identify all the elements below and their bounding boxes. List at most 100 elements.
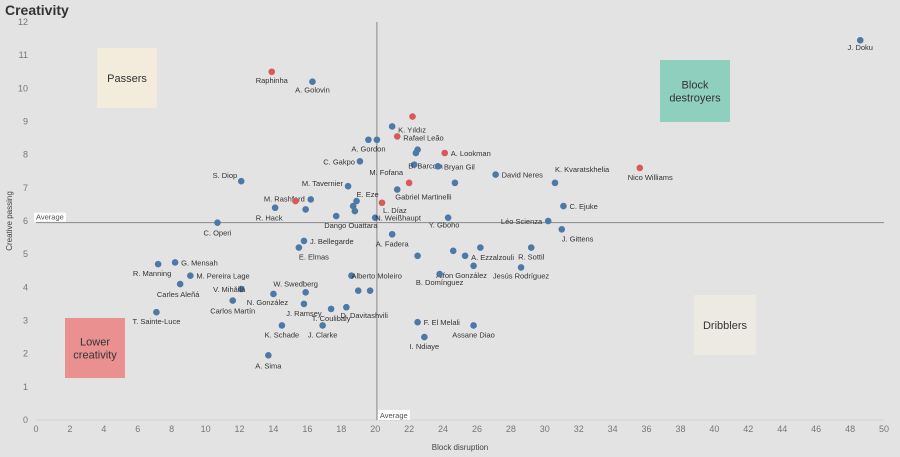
point-label: M. Tavernier [302,179,344,188]
point-label: N. Weißhaupt [375,214,422,223]
scatter-point [856,36,864,44]
dribblers-box [694,295,756,355]
scatter-point [409,113,416,120]
scatter-point [171,259,179,266]
x-tick-label: 46 [811,424,821,434]
point-label: I. Ndiaye [410,342,440,351]
scatter-point [351,207,359,215]
point-label: A. Gordon [351,145,385,154]
x-tick-label: 2 [67,424,72,434]
scatter-point [414,252,421,260]
scatter-point [470,322,477,329]
x-tick-label: 16 [302,424,312,434]
scatter-point [229,297,237,304]
y-tick-label: 5 [23,249,28,259]
y-average-label: Average [36,213,64,222]
x-tick-label: 24 [438,424,448,434]
x-tick-label: 0 [33,424,38,434]
point-label: E. Eze [357,190,379,199]
y-tick-label: 11 [19,50,28,60]
point-label: K. Schade [265,330,300,339]
scatter-point [477,244,484,251]
quadrant-label: creativity [73,350,117,362]
y-tick-label: 10 [18,83,28,93]
point-label: Alfon González [436,271,487,280]
scatter-point [153,308,160,316]
scatter-point [295,244,303,251]
point-label: Bryan Gil [444,162,475,171]
scatter-point [388,123,396,130]
scatter-point [449,247,457,255]
x-tick-label: 18 [336,424,346,434]
y-tick-label: 2 [23,349,28,359]
scatter-point [544,217,552,225]
scatter-point [187,272,194,280]
scatter-point [176,280,184,288]
scatter-point [441,149,449,157]
point-label: F. El Melali [424,318,461,327]
quadrant-label: Block [682,80,709,92]
x-tick-label: 42 [743,424,753,434]
x-tick-label: 26 [472,424,482,434]
point-label: L. Díaz [383,206,407,215]
scatter-point [237,177,245,185]
point-label: T. Sainte-Luce [132,317,180,326]
scatter-point [378,199,386,207]
y-tick-label: 8 [23,150,28,160]
point-label: B. Barcola [408,162,443,171]
scatter-point [527,244,535,251]
point-label: E. Elmas [299,253,329,262]
y-axis-title: Creative passing [5,191,14,251]
x-tick-label: 10 [201,424,211,434]
scatter-point [271,204,279,212]
scatter-point [343,303,350,311]
point-label: David Neres [502,171,544,180]
point-label: Nico Williams [628,173,673,182]
scatter-point [560,202,567,210]
y-tick-label: 7 [23,183,28,193]
y-tick-label: 9 [23,117,28,127]
point-label: Y. Gboho [429,221,460,230]
y-tick-label: 1 [23,382,28,392]
scatter-point [154,260,162,268]
scatter-point [332,212,340,220]
scatter-point [414,318,421,326]
x-tick-label: 28 [506,424,516,434]
point-label: N. González [247,298,289,307]
x-tick-label: 14 [268,424,278,434]
x-tick-label: 4 [101,424,106,434]
quadrant-label: Passers [107,73,147,85]
block-destroyers-box [660,60,730,122]
point-label: W. Swedberg [273,279,318,288]
scatter-point [349,202,357,210]
point-label: C. Operi [204,229,232,238]
point-label: A. Fadera [376,239,410,248]
scatter-point [373,136,381,144]
scatter-point [265,352,272,359]
point-label: C. Gakpo [323,157,355,166]
y-tick-label: 0 [23,415,28,425]
point-label: Jesús Rodríguez [493,271,550,280]
scatter-point [300,237,308,245]
scatter-point [214,219,221,226]
x-tick-label: 48 [845,424,855,434]
scatter-point [492,171,499,178]
scatter-point [551,179,559,187]
point-label: B. Domínguez [416,278,464,287]
y-average-label-bg [34,212,66,222]
x-average-label: Average [380,411,408,420]
x-tick-label: 34 [608,424,618,434]
scatter-point [348,272,355,280]
scatter-point [405,179,413,187]
scatter-point [366,287,374,294]
scatter-point [309,78,316,85]
scatter-point [517,264,525,271]
scatter-point [319,322,326,329]
y-tick-label: 4 [23,282,28,292]
point-label: C. Ejuke [569,202,597,211]
scatter-point [451,179,459,187]
scatter-point [470,262,477,270]
x-tick-label: 36 [642,424,652,434]
x-tick-label: 32 [574,424,584,434]
